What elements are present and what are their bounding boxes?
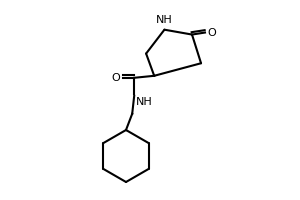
Text: O: O (112, 73, 120, 83)
Text: NH: NH (156, 15, 173, 25)
Text: NH: NH (136, 97, 153, 107)
Text: O: O (207, 28, 216, 38)
